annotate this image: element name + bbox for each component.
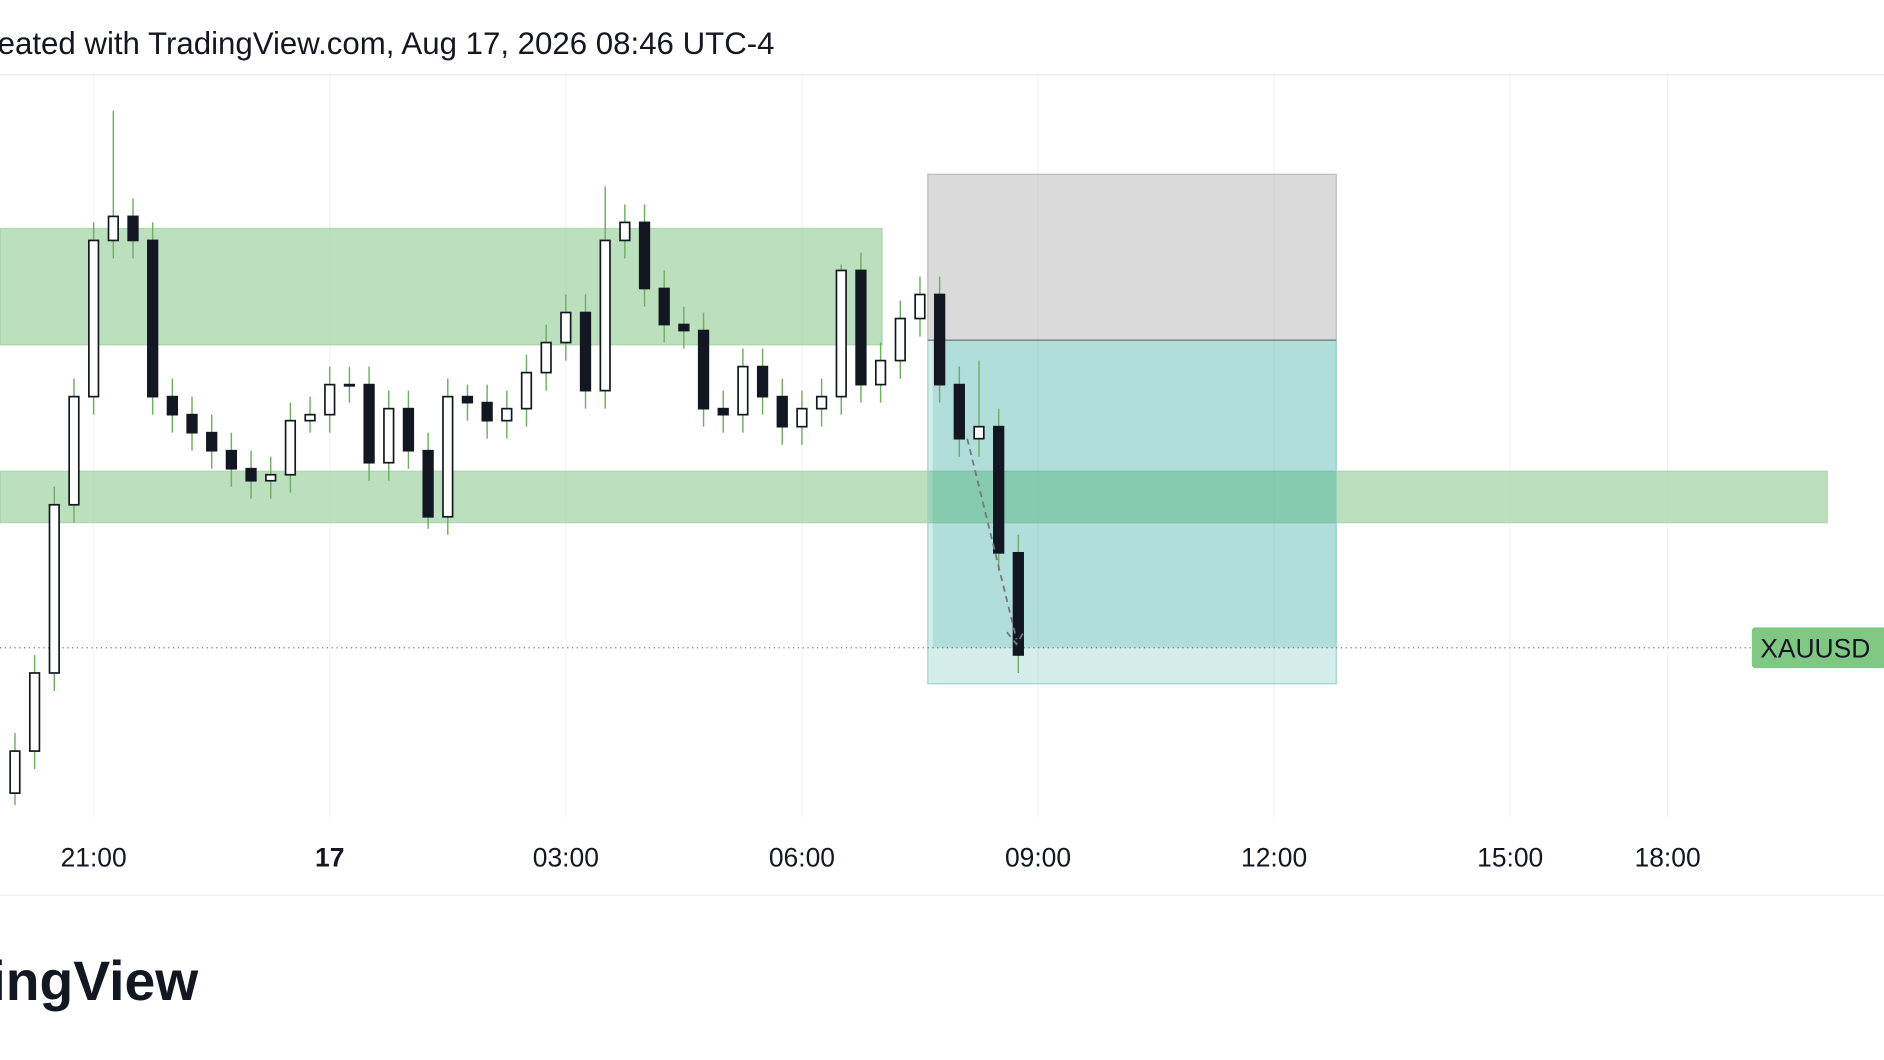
- candle-body: [894, 317, 906, 362]
- candle-body: [953, 383, 965, 440]
- candle-body: [265, 473, 277, 482]
- candle-body: [835, 269, 847, 398]
- candle-body: [993, 425, 1005, 554]
- x-tick-label: 15:00: [1477, 842, 1543, 872]
- symbol-label: XAUUSD: [1760, 633, 1870, 663]
- candle-body: [776, 395, 788, 428]
- candle-body: [697, 329, 710, 410]
- candle-body: [520, 371, 533, 410]
- x-tick-label: 09:00: [1005, 842, 1071, 872]
- candle-body: [127, 215, 139, 242]
- candle-body: [560, 311, 572, 344]
- x-tick-label: 03:00: [533, 842, 599, 872]
- candle-body: [599, 239, 611, 392]
- candle-body: [658, 287, 670, 326]
- candle-body: [481, 401, 493, 422]
- candle-body: [461, 395, 474, 404]
- candle-body: [442, 395, 454, 518]
- candle-body: [28, 672, 41, 752]
- candle-body: [933, 293, 946, 386]
- candle-body: [383, 407, 395, 464]
- candle-body: [304, 413, 316, 422]
- candle-body: [540, 341, 552, 374]
- candle-body: [1012, 551, 1024, 656]
- candle-body: [245, 467, 257, 482]
- candle-body: [717, 407, 729, 416]
- candle-body: [638, 221, 651, 290]
- zone: [0, 470, 1828, 524]
- arrow: [966, 438, 1025, 646]
- candle-body: [225, 449, 238, 470]
- candle-body: [166, 395, 178, 416]
- candle-body: [48, 503, 60, 674]
- candle-body: [68, 395, 80, 506]
- candle-body: [88, 239, 100, 398]
- candle-body: [855, 269, 867, 386]
- candle-body: [579, 311, 592, 392]
- candle-body: [874, 359, 887, 386]
- candle-body: [9, 750, 21, 794]
- plot: 21:00 17 03:00 06:00 09:00 12:00 15:00 18:00 XAU…: [0, 72, 1884, 872]
- candle-body: [147, 239, 159, 398]
- candle-body: [343, 383, 356, 387]
- x-tick-label: 17: [315, 842, 344, 872]
- x-tick-label: 06:00: [769, 842, 835, 872]
- candle-body: [501, 407, 513, 422]
- candle-body: [324, 383, 336, 416]
- x-tick-label: 21:00: [61, 842, 127, 872]
- candle-body: [973, 425, 985, 440]
- candle-body: [914, 293, 926, 320]
- candle-body: [756, 365, 769, 398]
- header-title: eated with TradingView.com, Aug 17, 2026…: [0, 26, 775, 61]
- candle-body: [619, 221, 631, 242]
- candle-body: [284, 419, 297, 476]
- candle-body: [737, 365, 749, 416]
- candle-body: [186, 413, 198, 434]
- x-tick-label: 18:00: [1635, 842, 1701, 872]
- candle-body: [402, 407, 415, 452]
- candle-body: [363, 383, 375, 464]
- candle-body: [422, 449, 434, 518]
- candle-body: [206, 431, 218, 452]
- stop-zone: [927, 173, 1337, 341]
- candle-body: [796, 407, 808, 428]
- candle-body: [815, 395, 828, 410]
- logo: ingView: [0, 950, 199, 1012]
- candle-body: [107, 215, 119, 242]
- symbol-label-bg: [1751, 627, 1884, 669]
- x-tick-label: 12:00: [1241, 842, 1307, 872]
- candle-body: [678, 323, 690, 332]
